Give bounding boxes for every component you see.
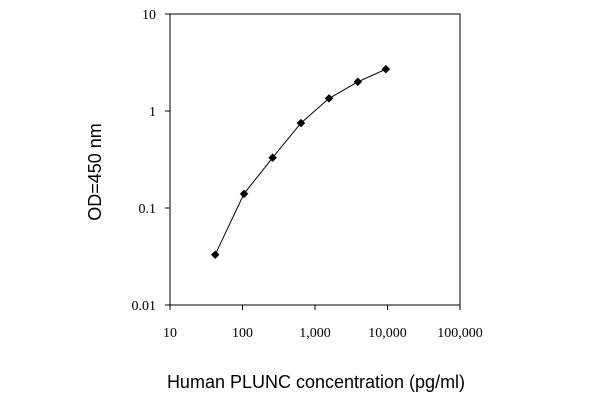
x-tick-label: 100 [232, 326, 253, 341]
y-tick-label: 0.01 [132, 299, 157, 314]
y-axis-title: OD=450 nm [85, 123, 105, 221]
data-point [239, 189, 249, 199]
y-tick-label: 1 [149, 105, 156, 120]
data-point [210, 250, 220, 260]
x-tick-label: 10 [163, 326, 177, 341]
x-axis-title: Human PLUNC concentration (pg/ml) [167, 372, 465, 392]
data-point [296, 118, 306, 128]
data-point [381, 64, 391, 74]
series-line [214, 68, 387, 255]
data-point [324, 94, 334, 103]
plot-area: 10 100 1,000 10,000 100,000 0.01 0.1 1 10 [132, 8, 483, 341]
x-tick-label: 100,000 [437, 326, 483, 341]
x-tick-label: 10,000 [368, 326, 407, 341]
y-tick-label: 0.1 [139, 202, 157, 217]
y-tick-label: 10 [142, 8, 156, 23]
data-point [268, 153, 277, 163]
data-point [353, 77, 363, 87]
plot-frame [169, 13, 461, 306]
x-tick-label: 1,000 [299, 326, 331, 341]
